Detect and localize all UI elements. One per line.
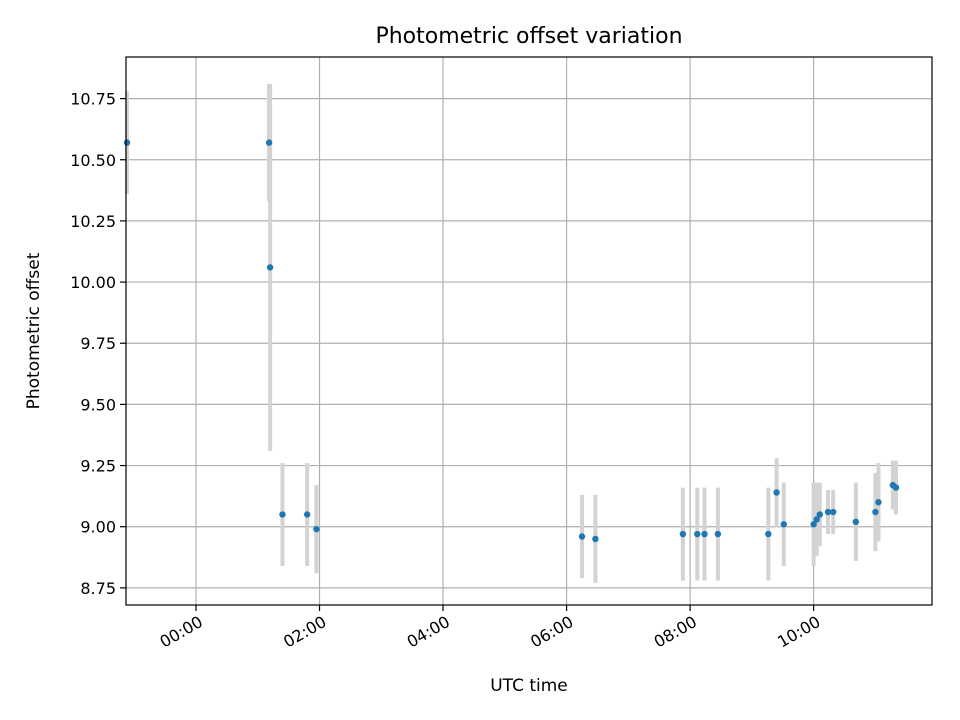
x-tick-label: 00:00 [157, 612, 206, 652]
y-tick-label: 10.25 [70, 212, 116, 231]
y-tick-label: 10.75 [70, 90, 116, 109]
x-tick-label: 02:00 [280, 612, 329, 652]
data-point [303, 511, 311, 518]
x-tick-label: 06:00 [527, 612, 576, 652]
data-point [592, 535, 599, 543]
data-point [816, 511, 823, 518]
data-point [279, 511, 286, 518]
x-tick-label: 10:00 [774, 612, 823, 652]
chart-title: Photometric offset variation [375, 24, 682, 49]
y-tick-label: 9.00 [80, 518, 116, 537]
y-tick-label: 10.00 [70, 273, 116, 292]
axis-ticks: 00:00 02:00 04:00 06:00 08:00 10:00 8.75 9.00 9.… [70, 90, 823, 652]
grid [126, 57, 932, 605]
data-point [892, 484, 900, 491]
y-tick-label: 9.25 [80, 457, 116, 476]
x-tick-label: 04:00 [404, 612, 453, 652]
error-bars [125, 83, 898, 583]
data-point [694, 530, 701, 538]
data-point [701, 530, 708, 538]
data-point [824, 508, 832, 516]
data-point [123, 139, 131, 146]
data-point [852, 518, 860, 526]
x-tick-label: 08:00 [651, 612, 700, 652]
data-point [829, 508, 837, 516]
data-point [780, 521, 787, 528]
data-point [813, 516, 820, 523]
y-axis-label: Photometric offset [24, 252, 44, 409]
data-point [679, 530, 687, 538]
y-tick-label: 9.50 [80, 395, 116, 414]
data-point [765, 530, 772, 538]
data-point [875, 499, 882, 506]
data-point [810, 521, 817, 528]
data-point [578, 533, 586, 540]
data-point [313, 525, 320, 533]
x-axis-label: UTC time [490, 676, 568, 696]
y-tick-label: 8.75 [80, 579, 116, 598]
y-tick-label: 9.75 [80, 334, 116, 353]
data-point [265, 139, 273, 146]
data-point [773, 489, 780, 496]
data-point [714, 530, 722, 538]
y-tick-label: 10.50 [70, 151, 116, 170]
data-point [266, 264, 274, 271]
plot-frame [125, 56, 933, 606]
data-points [123, 139, 900, 543]
data-point [872, 508, 879, 516]
